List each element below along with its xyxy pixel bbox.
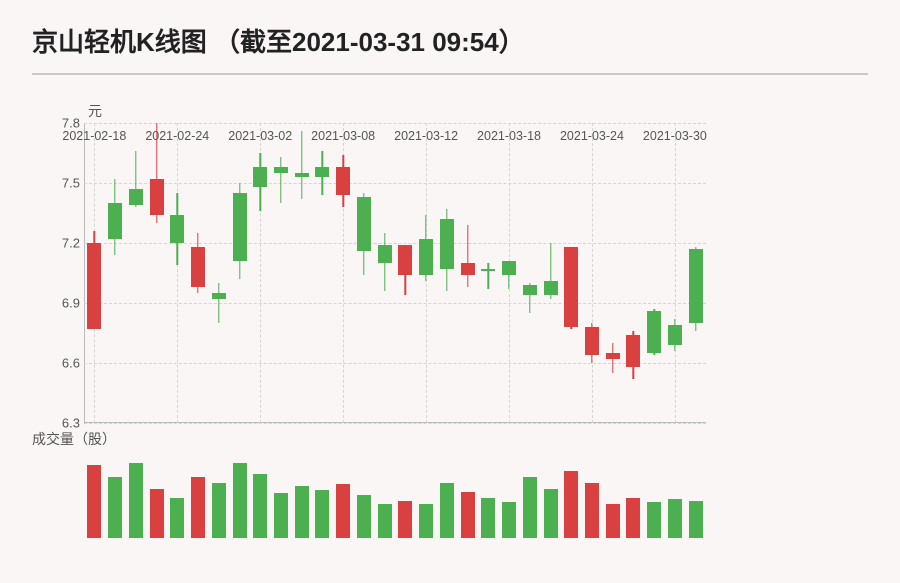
candlestick-plot[interactable]: 6.3 6.6 6.9 7.2 7.5 7.8 2021-02-18 2021-02-24 2… [84, 123, 706, 423]
volume-bar-2021-02-19[interactable] [108, 477, 122, 538]
gridline-vertical [177, 123, 178, 423]
candle-body-2021-03-22[interactable] [544, 281, 558, 295]
x-tick-label: 2021-03-12 [394, 129, 458, 143]
volume-plot[interactable] [84, 463, 706, 538]
y-tick-label: 7.2 [50, 236, 80, 251]
kline-page: 京山轻机K线图 （截至2021-03-31 09:54） 元 6.3 6.6 6.9… [0, 0, 900, 583]
y-tick-label: 6.6 [50, 356, 80, 371]
candle-body-2021-02-26[interactable] [212, 293, 226, 299]
volume-bar-2021-03-15[interactable] [440, 483, 454, 538]
candle-body-2021-03-24[interactable] [585, 327, 599, 355]
candle-body-2021-02-18[interactable] [87, 243, 101, 329]
x-tick-label: 2021-02-24 [145, 129, 209, 143]
volume-bar-2021-02-18[interactable] [87, 465, 101, 538]
candle-body-2021-02-23[interactable] [150, 179, 164, 215]
candle-body-2021-03-10[interactable] [378, 245, 392, 263]
volume-bar-2021-03-12[interactable] [419, 504, 433, 538]
candle-body-2021-03-05[interactable] [315, 167, 329, 177]
y-axis-line [84, 123, 85, 423]
divider-line [32, 73, 868, 75]
candle-body-2021-03-11[interactable] [398, 245, 412, 275]
y-tick-label: 7.5 [50, 176, 80, 191]
candle-body-2021-03-16[interactable] [461, 263, 475, 275]
x-tick-label: 2021-03-30 [643, 129, 707, 143]
volume-bar-2021-03-24[interactable] [585, 483, 599, 538]
volume-bar-2021-03-04[interactable] [295, 486, 309, 538]
x-tick-label: 2021-03-24 [560, 129, 624, 143]
candle-body-2021-03-15[interactable] [440, 219, 454, 269]
volume-bar-2021-03-18[interactable] [502, 502, 516, 538]
volume-bar-2021-03-29[interactable] [647, 502, 661, 538]
volume-section: 成交量（股） [0, 423, 900, 553]
volume-bar-2021-03-16[interactable] [461, 492, 475, 538]
candle-body-2021-03-08[interactable] [336, 167, 350, 195]
volume-bar-2021-03-22[interactable] [544, 489, 558, 538]
candle-body-2021-03-19[interactable] [523, 285, 537, 295]
gridline-vertical [592, 123, 593, 423]
candle-wick[interactable] [218, 283, 219, 323]
candle-body-2021-03-25[interactable] [606, 353, 620, 359]
volume-bar-2021-03-31[interactable] [689, 501, 703, 539]
candle-body-2021-03-26[interactable] [626, 335, 640, 367]
volume-bar-2021-03-10[interactable] [378, 504, 392, 538]
volume-bar-2021-03-09[interactable] [357, 495, 371, 538]
candle-body-2021-02-24[interactable] [170, 215, 184, 243]
x-tick-label: 2021-03-02 [228, 129, 292, 143]
x-tick-label: 2021-02-18 [62, 129, 126, 143]
candle-body-2021-03-04[interactable] [295, 173, 309, 177]
volume-bar-2021-03-08[interactable] [336, 484, 350, 538]
candle-body-2021-02-19[interactable] [108, 203, 122, 239]
candle-body-2021-03-12[interactable] [419, 239, 433, 275]
volume-bar-2021-03-11[interactable] [398, 501, 412, 539]
volume-bar-2021-03-02[interactable] [253, 474, 267, 538]
volume-label: 成交量（股） [32, 429, 116, 449]
volume-bar-2021-03-01[interactable] [233, 463, 247, 538]
page-title: 京山轻机K线图 （截至2021-03-31 09:54） [32, 27, 525, 57]
x-tick-label: 2021-03-18 [477, 129, 541, 143]
candle-wick[interactable] [280, 157, 281, 203]
candle-wick[interactable] [301, 131, 302, 199]
volume-bar-2021-02-26[interactable] [212, 483, 226, 538]
gridline-vertical [675, 123, 676, 423]
y-tick-label: 6.9 [50, 296, 80, 311]
candle-body-2021-03-03[interactable] [274, 167, 288, 173]
volume-bar-2021-02-25[interactable] [191, 477, 205, 538]
candle-body-2021-03-23[interactable] [564, 247, 578, 327]
volume-bar-2021-02-23[interactable] [150, 489, 164, 538]
candle-wick[interactable] [488, 263, 489, 289]
candle-body-2021-03-30[interactable] [668, 325, 682, 345]
volume-bar-2021-03-26[interactable] [626, 498, 640, 538]
volume-bar-2021-03-03[interactable] [274, 493, 288, 538]
volume-bar-2021-03-23[interactable] [564, 471, 578, 538]
candle-body-2021-03-01[interactable] [233, 193, 247, 261]
candle-body-2021-03-29[interactable] [647, 311, 661, 353]
volume-bar-2021-02-24[interactable] [170, 498, 184, 538]
candle-body-2021-02-25[interactable] [191, 247, 205, 287]
title-bar: 京山轻机K线图 （截至2021-03-31 09:54） [0, 0, 900, 59]
candle-body-2021-02-22[interactable] [129, 189, 143, 205]
volume-bar-2021-03-19[interactable] [523, 477, 537, 538]
candle-body-2021-03-18[interactable] [502, 261, 516, 275]
candlestick-chart: 元 6.3 6.6 6.9 7.2 7.5 7.8 2021-02-18 2021-02-2… [0, 93, 900, 423]
unit-label: 元 [88, 101, 102, 121]
candle-body-2021-03-02[interactable] [253, 167, 267, 187]
volume-bar-2021-02-22[interactable] [129, 463, 143, 538]
candle-body-2021-03-17[interactable] [481, 269, 495, 271]
candle-body-2021-03-31[interactable] [689, 249, 703, 323]
volume-bar-2021-03-17[interactable] [481, 498, 495, 538]
x-tick-label: 2021-03-08 [311, 129, 375, 143]
candle-body-2021-03-09[interactable] [357, 197, 371, 251]
volume-bar-2021-03-05[interactable] [315, 490, 329, 538]
candle-wick[interactable] [467, 225, 468, 287]
volume-bar-2021-03-30[interactable] [668, 499, 682, 538]
volume-bar-2021-03-25[interactable] [606, 504, 620, 538]
